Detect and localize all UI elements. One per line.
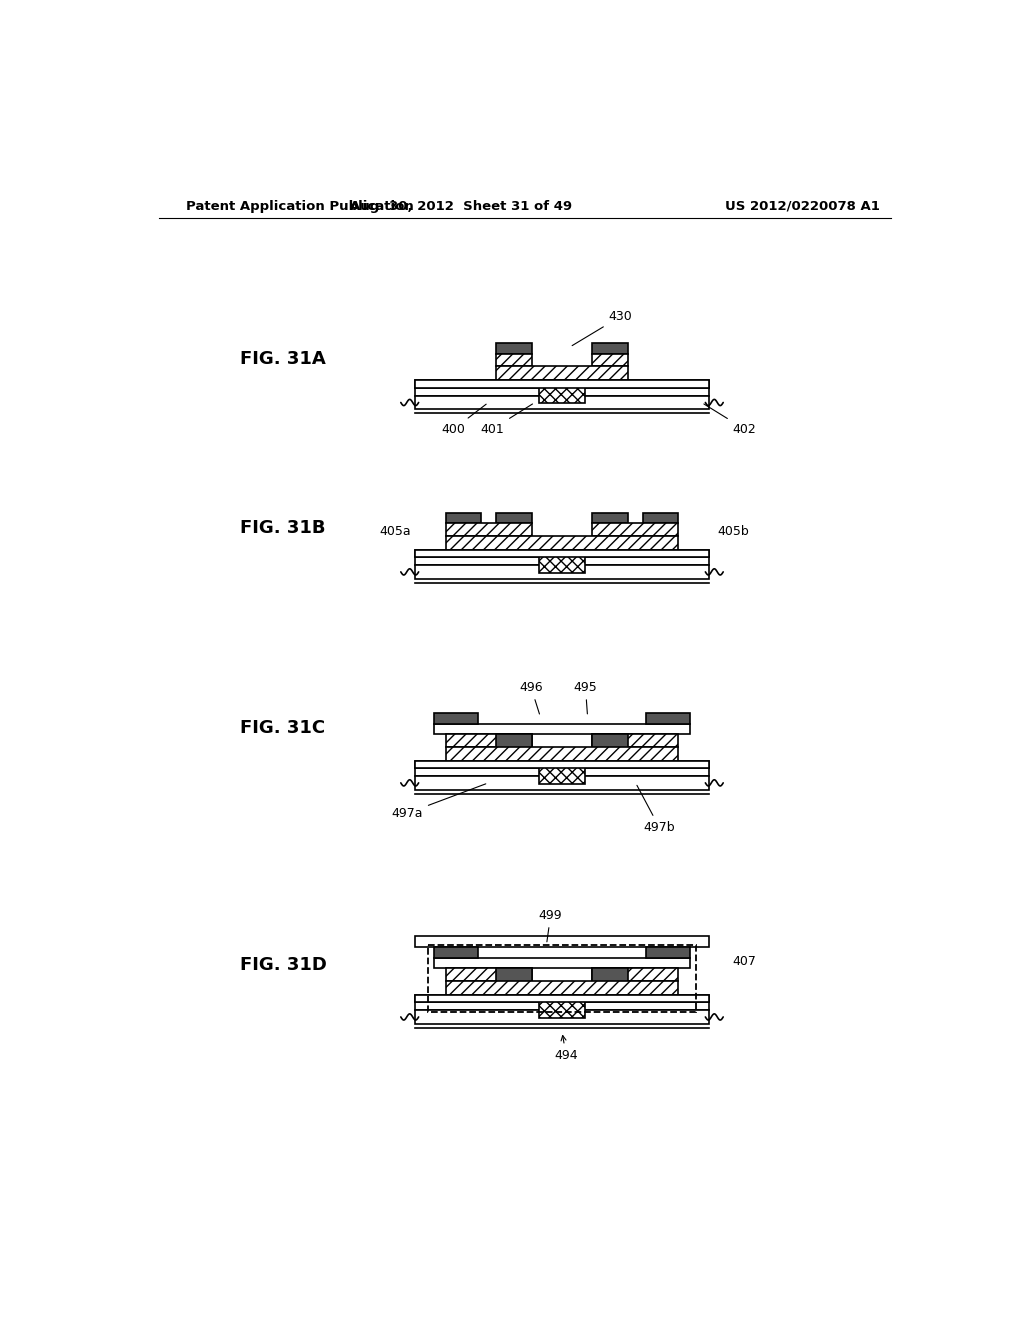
Bar: [592, 524, 678, 536]
Bar: [415, 557, 710, 565]
Text: Aug. 30, 2012  Sheet 31 of 49: Aug. 30, 2012 Sheet 31 of 49: [350, 199, 572, 213]
Text: 405a: 405a: [379, 525, 411, 539]
Bar: [496, 354, 531, 367]
Bar: [415, 396, 710, 409]
Bar: [415, 995, 710, 1002]
Bar: [415, 995, 710, 1002]
Bar: [434, 713, 477, 723]
Bar: [539, 380, 586, 404]
Bar: [539, 995, 586, 1018]
Bar: [415, 760, 710, 768]
Text: 401: 401: [480, 404, 532, 436]
Bar: [415, 549, 710, 557]
Text: 402: 402: [703, 404, 757, 436]
Bar: [496, 969, 531, 982]
Text: 497a: 497a: [391, 784, 485, 820]
Bar: [496, 367, 628, 380]
Text: 499: 499: [539, 909, 562, 942]
Bar: [643, 512, 678, 523]
Text: 497b: 497b: [637, 785, 675, 834]
Bar: [445, 524, 531, 536]
Bar: [539, 549, 586, 573]
Bar: [646, 946, 690, 958]
Bar: [445, 981, 678, 995]
Text: US 2012/0220078 A1: US 2012/0220078 A1: [725, 199, 880, 213]
Bar: [415, 380, 710, 388]
Bar: [434, 723, 690, 734]
Bar: [445, 512, 481, 523]
Text: 430: 430: [572, 310, 632, 346]
Bar: [592, 734, 628, 748]
Text: 495: 495: [573, 681, 597, 714]
Text: FIG. 31A: FIG. 31A: [241, 350, 326, 367]
Bar: [496, 734, 531, 748]
Bar: [415, 565, 710, 578]
Bar: [445, 734, 531, 747]
Bar: [445, 536, 678, 549]
Bar: [415, 768, 710, 776]
Text: FIG. 31B: FIG. 31B: [241, 519, 326, 537]
Bar: [592, 734, 678, 747]
Bar: [646, 713, 690, 723]
Bar: [445, 969, 531, 981]
Bar: [592, 969, 678, 981]
Text: FIG. 31C: FIG. 31C: [241, 719, 326, 737]
Bar: [539, 760, 586, 784]
Bar: [415, 1010, 710, 1024]
Bar: [434, 946, 477, 958]
Bar: [415, 1002, 710, 1010]
Text: FIG. 31D: FIG. 31D: [241, 957, 328, 974]
Bar: [496, 343, 531, 354]
Text: 494: 494: [554, 1036, 578, 1061]
Text: 400: 400: [442, 404, 486, 436]
Bar: [428, 945, 696, 1012]
Text: 496: 496: [519, 681, 543, 714]
Text: 405b: 405b: [717, 525, 749, 539]
Text: 407: 407: [732, 954, 757, 968]
Bar: [415, 388, 710, 396]
Text: Patent Application Publication: Patent Application Publication: [186, 199, 414, 213]
Bar: [415, 776, 710, 789]
Bar: [592, 512, 628, 523]
Bar: [434, 958, 690, 969]
Bar: [415, 936, 710, 946]
Bar: [415, 380, 710, 388]
Bar: [592, 969, 628, 982]
Bar: [592, 343, 628, 354]
Bar: [592, 354, 628, 367]
Bar: [415, 549, 710, 557]
Bar: [496, 512, 531, 523]
Bar: [415, 760, 710, 768]
Bar: [445, 747, 678, 760]
